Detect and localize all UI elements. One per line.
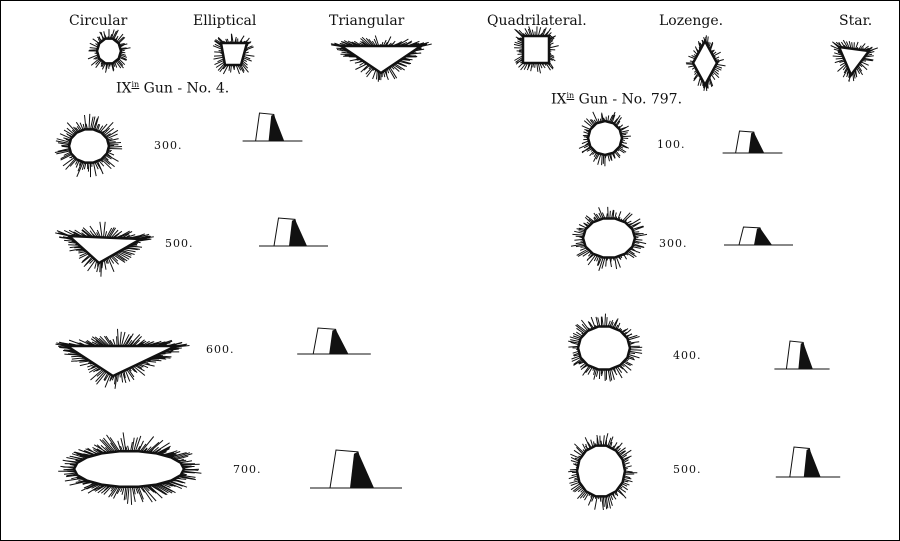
triangular-crater <box>330 35 432 82</box>
right-gun-title: IXin Gun - No. 797. <box>551 91 682 108</box>
left-crater-300 <box>54 113 123 178</box>
elliptical-crater <box>212 33 255 75</box>
right-section-400 <box>774 340 830 370</box>
right-section-500 <box>775 446 841 478</box>
lozenge-crater <box>685 35 726 92</box>
gun-number: Gun - No. 797. <box>578 91 683 108</box>
header-quadrilateral: Quadrilateral. <box>487 13 587 29</box>
star-crater <box>830 39 878 82</box>
header-circular: Circular <box>69 13 128 29</box>
left-crater-500 <box>55 221 154 277</box>
gun-number: Gun - No. 4. <box>143 80 230 97</box>
right-crater-400 <box>568 313 643 382</box>
right-row-label: 300. <box>659 237 688 250</box>
left-section-700 <box>310 449 402 489</box>
header-elliptical: Elliptical <box>193 13 257 29</box>
right-row-label: 100. <box>657 138 686 151</box>
gun-unit: in <box>566 91 575 100</box>
left-section-500 <box>259 217 328 247</box>
right-row-label: 400. <box>673 349 702 362</box>
header-triangular: Triangular <box>329 13 405 29</box>
header-star: Star. <box>839 13 873 29</box>
right-row-label: 500. <box>673 463 702 476</box>
gun-caliber: IX <box>551 91 567 108</box>
left-gun-title: IXin Gun - No. 4. <box>116 80 229 97</box>
right-section-300 <box>724 226 793 246</box>
left-crater-600 <box>55 328 190 389</box>
left-row-label: 300. <box>154 139 183 152</box>
left-section-600 <box>297 327 371 355</box>
left-row-label: 500. <box>165 237 194 250</box>
quadrilateral-crater <box>513 26 559 74</box>
gun-unit: in <box>131 80 140 89</box>
left-row-label: 700. <box>233 463 262 476</box>
left-section-300 <box>242 112 303 142</box>
right-crater-100 <box>578 111 631 167</box>
right-crater-300 <box>570 206 648 271</box>
right-section-100 <box>722 130 783 154</box>
circular-crater <box>87 29 131 73</box>
header-lozenge: Lozenge. <box>659 13 724 29</box>
left-crater-700 <box>58 432 202 505</box>
right-crater-500 <box>568 433 638 511</box>
left-row-label: 600. <box>206 343 235 356</box>
gun-caliber: IX <box>116 80 132 97</box>
